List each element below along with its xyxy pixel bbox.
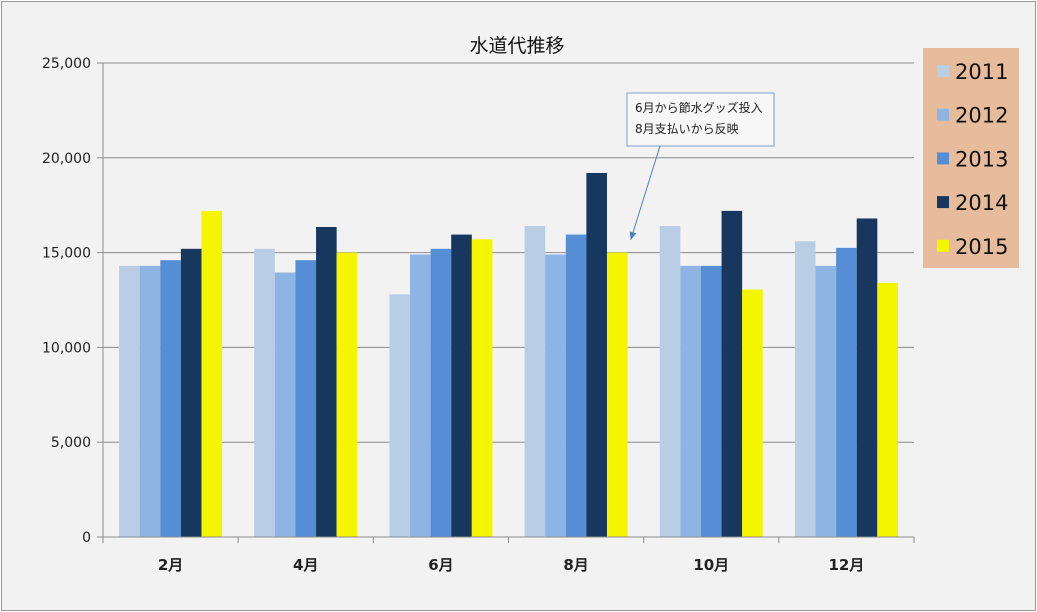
- y-tick-label: 0: [82, 530, 91, 546]
- x-category-label: 8月: [563, 556, 588, 574]
- legend-swatch-2013: [937, 152, 949, 165]
- legend-swatch-2012: [937, 108, 949, 121]
- bar-2013-12月: [836, 247, 857, 538]
- bar-2012-4月: [274, 272, 296, 537]
- x-category-label: 10月: [693, 556, 729, 574]
- bar-2012-12月: [815, 265, 837, 537]
- legend-label-2011: 2011: [955, 60, 1008, 84]
- bar-2013-4月: [295, 260, 317, 537]
- bar-2015-12月: [877, 282, 898, 537]
- legend-label-2015: 2015: [955, 235, 1008, 259]
- bar-2015-6月: [471, 239, 493, 537]
- annotation-box: [626, 92, 775, 147]
- annotation-text-line: 8月支払いから反映: [635, 122, 739, 136]
- legend: 2011 2012 2013 2014 2015: [923, 48, 1019, 268]
- annotation-callout: 6月から節水グッズ投入 8月支払いから反映: [626, 92, 775, 241]
- bar-2015-2月: [201, 210, 223, 537]
- bar-2013-6月: [430, 248, 452, 538]
- bar-2011-10月: [659, 226, 681, 537]
- legend-swatch-2015: [937, 239, 949, 252]
- bar-2011-8月: [524, 226, 546, 537]
- bar-2013-8月: [565, 234, 587, 537]
- bar-2011-2月: [119, 265, 140, 537]
- bar-2013-2月: [160, 260, 181, 537]
- bar-2014-6月: [451, 234, 472, 537]
- y-axis: 0 5,000 10,000 15,000 20,000 25,000: [42, 56, 104, 546]
- y-tick-label: 25,000: [42, 56, 91, 72]
- bar-2012-8月: [545, 254, 566, 537]
- annotation-arrow-line: [630, 145, 661, 241]
- legend-swatch-2014: [937, 196, 949, 209]
- bar-2012-6月: [410, 254, 431, 537]
- legend-label-2014: 2014: [955, 191, 1008, 215]
- chart-title: 水道代推移: [469, 35, 564, 57]
- legend-label-2013: 2013: [955, 147, 1008, 171]
- bar-2011-12月: [794, 241, 816, 537]
- y-tick-label: 15,000: [42, 246, 91, 262]
- bars-group: [119, 172, 898, 538]
- y-tick-label: 5,000: [51, 435, 91, 451]
- bar-2013-10月: [700, 265, 722, 537]
- bar-2012-10月: [680, 265, 701, 537]
- bar-2011-6月: [389, 294, 411, 537]
- annotation-text-line: 6月から節水グッズ投入: [635, 100, 763, 115]
- bar-2012-2月: [139, 265, 161, 537]
- bar-2014-12月: [856, 218, 878, 538]
- legend-swatch-2011: [937, 65, 949, 77]
- bar-2015-8月: [606, 252, 628, 537]
- bar-2014-4月: [316, 227, 337, 537]
- x-category-label: 2月: [158, 556, 183, 574]
- x-category-label: 6月: [428, 556, 453, 574]
- y-tick-label: 20,000: [42, 151, 91, 167]
- gridlines: [103, 62, 914, 443]
- bar-2014-8月: [586, 172, 607, 537]
- bar-2015-10月: [742, 289, 763, 537]
- bar-2014-2月: [180, 248, 202, 538]
- bar-2014-10月: [721, 210, 743, 537]
- annotation-arrowhead: [629, 231, 637, 240]
- x-category-label: 4月: [293, 556, 318, 574]
- x-category-label: 12月: [828, 556, 864, 574]
- bar-2011-4月: [254, 248, 275, 538]
- legend-label-2012: 2012: [955, 104, 1008, 128]
- x-axis: 2月 4月 6月 8月 10月 12月: [102, 536, 915, 574]
- y-tick-label: 10,000: [42, 340, 91, 356]
- bar-2015-4月: [336, 252, 358, 537]
